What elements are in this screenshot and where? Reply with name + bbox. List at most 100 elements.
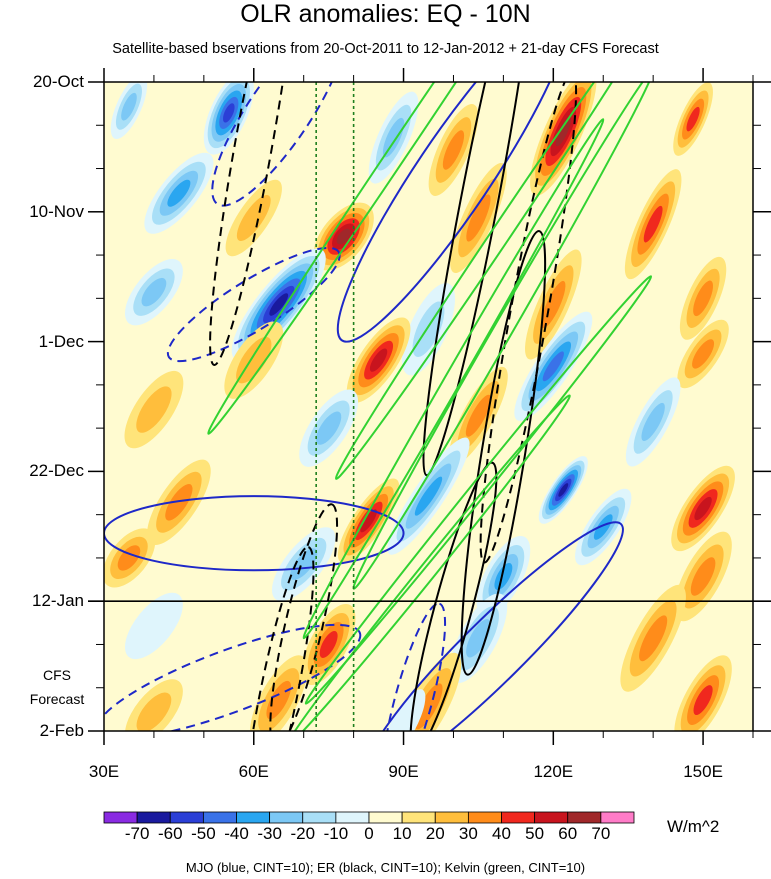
kelvin-contour	[334, 82, 672, 480]
colorbar-label: -30	[257, 824, 282, 843]
colorbar-swatch	[434, 811, 469, 824]
colorbar-label: 10	[392, 824, 412, 843]
anomaly-blob	[203, 82, 254, 155]
anomaly-level	[124, 592, 183, 660]
x-tick-label: 60E	[238, 762, 269, 781]
anomaly-blob	[575, 488, 632, 566]
forecast-label: Forecast	[29, 691, 85, 707]
anomaly-level	[542, 351, 564, 382]
anomaly-blob	[225, 179, 282, 257]
y-tick-label: 20-Oct	[32, 72, 84, 91]
anomaly-level	[466, 619, 491, 658]
anomaly-level	[290, 548, 318, 580]
colorbar-label: -50	[191, 824, 216, 843]
legend-footnote: MJO (blue, CINT=10); ER (black, CINT=10)…	[185, 860, 586, 875]
colorbar-label: 40	[492, 824, 511, 843]
colorbar-label: -10	[323, 824, 349, 843]
anomaly-level	[223, 103, 235, 123]
anomaly-level	[167, 179, 191, 207]
colorbar-swatch	[534, 811, 569, 824]
anomaly-level	[558, 483, 569, 497]
colorbar-swatch	[600, 811, 635, 824]
forecast-label: CFS	[43, 667, 71, 683]
anomaly-level	[336, 228, 351, 245]
anomaly-level	[639, 615, 668, 662]
anomaly-blob	[620, 584, 686, 692]
anomaly-level	[692, 339, 715, 369]
anomaly-blob	[677, 319, 729, 389]
anomaly-blob	[387, 437, 470, 555]
anomaly-blob	[124, 679, 183, 731]
anomaly-level	[121, 92, 137, 121]
anomaly-blob	[147, 459, 211, 545]
mjo-contour	[336, 82, 571, 343]
anomaly-level	[694, 496, 712, 521]
colorbar-swatch	[467, 811, 502, 824]
colorbar-label: 70	[591, 824, 611, 843]
anomaly-level	[643, 205, 663, 243]
anomaly-blob	[679, 256, 727, 340]
anomaly-blob	[381, 689, 426, 731]
anomaly-level	[442, 130, 465, 170]
y-tick-label: 1-Dec	[38, 331, 84, 351]
y-tick-label: 10-Nov	[29, 201, 84, 221]
anomaly-blob	[124, 592, 183, 660]
colorbar-swatch	[501, 811, 536, 824]
colorbar-swatch	[202, 811, 237, 824]
colorbar-swatch	[302, 811, 337, 824]
anomaly-blob	[104, 528, 156, 588]
colorbar-swatch	[567, 811, 602, 824]
anomaly-level	[494, 562, 513, 590]
plot-frame	[103, 81, 754, 732]
anomaly-level	[136, 386, 172, 433]
mjo-contour	[166, 246, 341, 363]
mjo-contour	[380, 602, 447, 731]
colorbar-label: -70	[124, 824, 150, 843]
y-tick-label: 12-Jan	[32, 591, 84, 611]
anomaly-blob	[671, 465, 735, 552]
colorbar-swatch	[169, 811, 204, 824]
anomaly-level	[414, 476, 443, 516]
y-tick-label: 22-Dec	[29, 461, 84, 481]
anomaly-level	[117, 545, 141, 571]
anomaly-blob	[674, 531, 732, 622]
anomaly-level	[641, 402, 665, 442]
colorbar-swatch	[103, 811, 138, 824]
anomaly-level	[693, 685, 713, 716]
colorbar-label: 20	[425, 824, 445, 843]
anomaly-level	[141, 277, 167, 307]
anomaly-blob	[124, 258, 183, 326]
anomaly-level	[686, 106, 700, 132]
anomaly-blob	[674, 655, 732, 731]
colorbar-swatch	[269, 811, 304, 824]
colorbar-label: -60	[157, 824, 183, 843]
anomaly-blob	[538, 456, 588, 524]
colorbar-label: -40	[224, 824, 249, 843]
colorbar-swatch	[401, 811, 436, 824]
anomaly-blob	[299, 389, 359, 467]
anomaly-blob	[144, 152, 214, 234]
anomaly-blob	[625, 377, 681, 467]
colorbar-swatch	[136, 811, 171, 824]
anomaly-level	[555, 116, 571, 147]
y-tick-label: 2-Feb	[39, 721, 84, 740]
anomaly-blob	[110, 82, 148, 140]
anomaly-level	[466, 194, 491, 242]
colorbar-swatch	[335, 811, 370, 824]
colorbar-label: 50	[525, 824, 545, 843]
anomaly-blob	[428, 104, 479, 196]
kelvin-contour	[304, 275, 653, 705]
anomaly-blob	[124, 370, 184, 449]
anomaly-level	[690, 557, 716, 596]
colorbar-units: W/m^2	[667, 817, 720, 836]
anomaly-level	[316, 411, 342, 445]
er-contour	[209, 82, 299, 366]
x-tick-label: 150E	[683, 762, 723, 781]
anomaly-level	[593, 514, 613, 540]
anomaly-level	[136, 692, 172, 731]
anomaly-level	[369, 348, 388, 372]
er-contour	[409, 461, 498, 731]
anomaly-level	[236, 336, 272, 384]
anomaly-level	[236, 195, 271, 241]
